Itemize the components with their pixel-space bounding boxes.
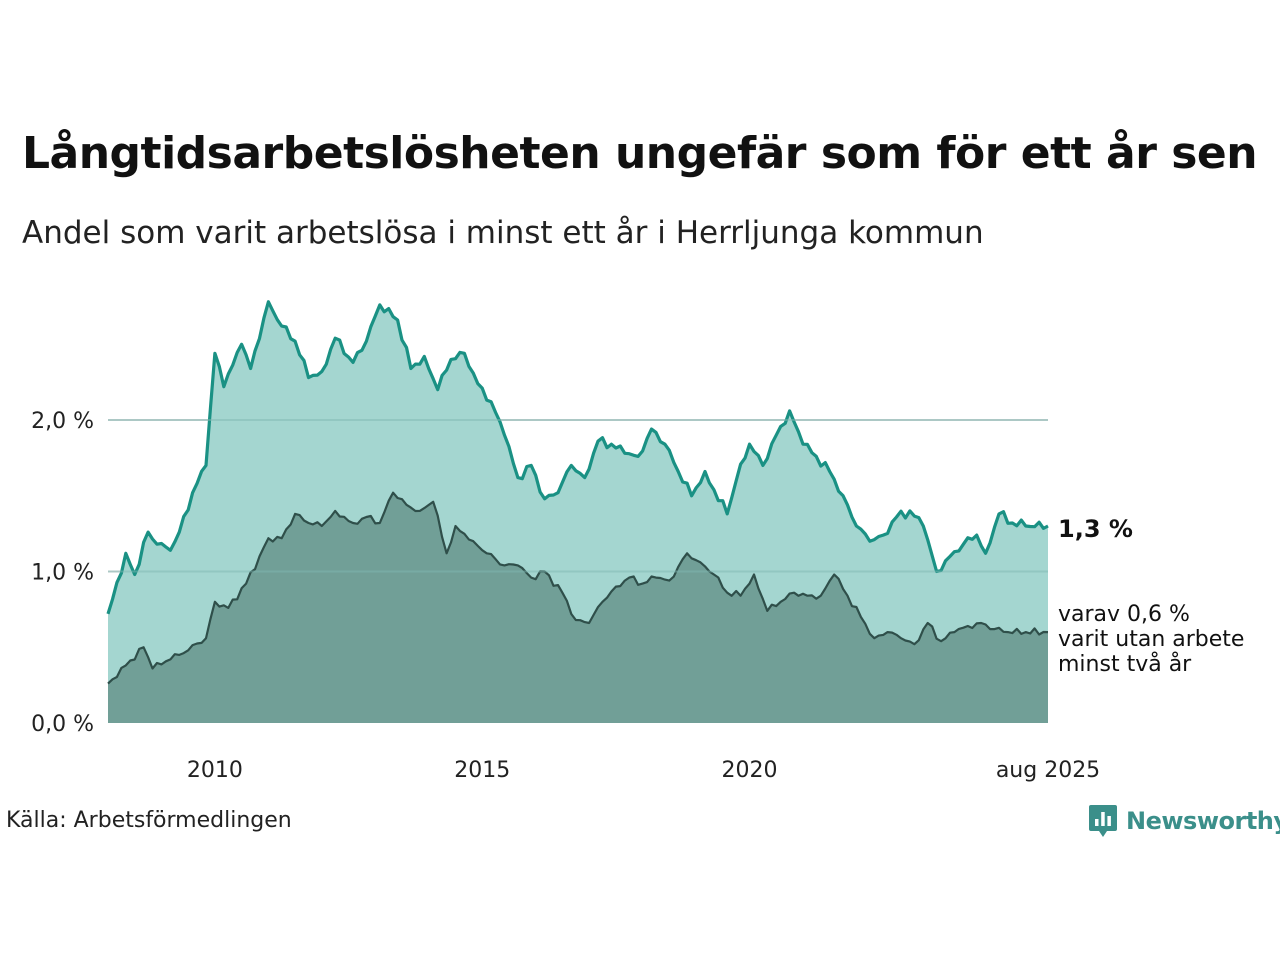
long-label-line-1: varav 0,6 % <box>1058 602 1190 627</box>
y-tick-label: 2,0 % <box>31 409 94 434</box>
chart-title: Långtidsarbetslösheten ungefär som för e… <box>22 128 1258 179</box>
source-note: Källa: Arbetsförmedlingen <box>6 808 292 833</box>
total-value-label: 1,3 % <box>1058 515 1133 543</box>
long-term-series-line <box>107 491 1049 685</box>
newsworthy-logo[interactable]: Newsworthy <box>1088 803 1280 839</box>
y-tick-label: 1,0 % <box>31 561 94 586</box>
chart-subtitle: Andel som varit arbetslösa i minst ett å… <box>22 215 984 251</box>
x-tick-label: 2020 <box>722 758 778 783</box>
x-axis-ticks: 2010 2015 2020 aug 2025 <box>187 758 1100 783</box>
brand-name: Newsworthy <box>1126 807 1280 835</box>
x-tick-label: aug 2025 <box>996 758 1100 783</box>
newsworthy-bar-chart-icon <box>1089 805 1117 837</box>
y-tick-label: 0,0 % <box>31 712 94 737</box>
long-label-line-3: minst två år <box>1058 651 1192 677</box>
x-tick-label: 2010 <box>187 758 243 783</box>
x-tick-label: 2015 <box>454 758 510 783</box>
y-axis-ticks: 0,0 % 1,0 % 2,0 % <box>31 409 94 737</box>
total-series-line <box>106 300 1049 615</box>
long-term-value-label: varav 0,6 % varit utan arbete minst två … <box>1058 602 1244 677</box>
long-label-line-2: varit utan arbete <box>1058 627 1244 652</box>
long-term-series-area <box>108 492 1048 723</box>
